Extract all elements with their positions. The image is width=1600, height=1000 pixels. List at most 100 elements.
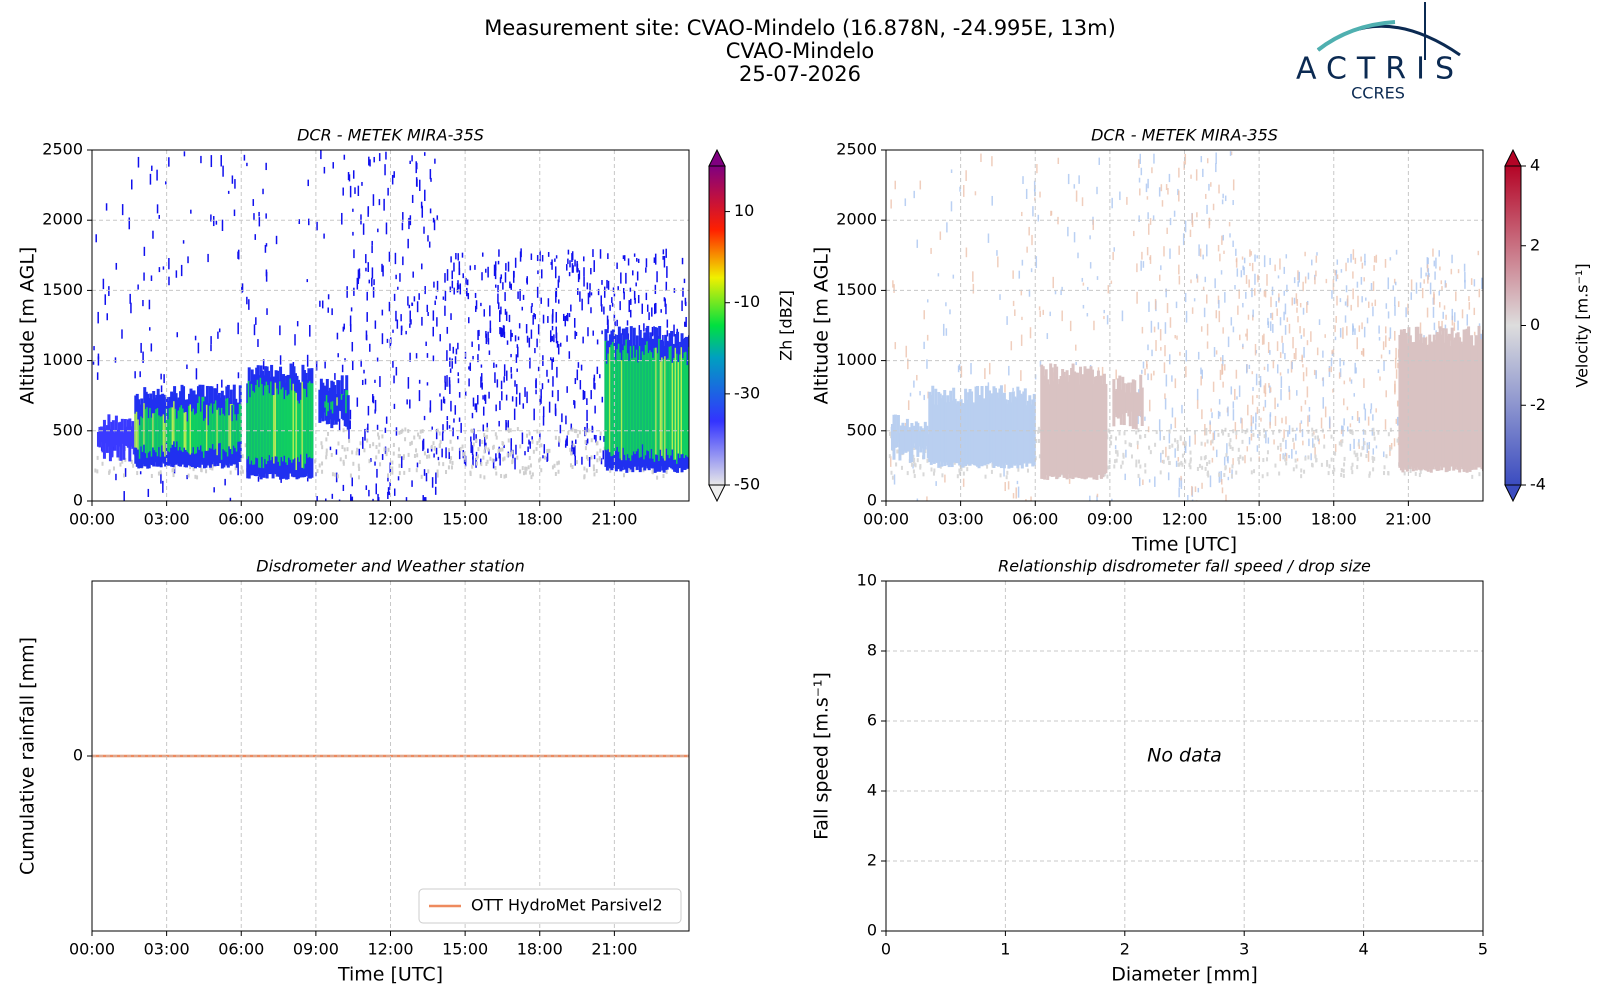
echo-pixel	[1407, 303, 1409, 315]
echo-pixel	[1180, 477, 1183, 490]
echo-pixel	[1220, 270, 1223, 275]
clutter-pixel	[1138, 459, 1141, 464]
echo-pixel	[1366, 317, 1369, 324]
clutter-pixel	[337, 441, 340, 446]
clutter-pixel	[398, 463, 401, 468]
echo-pixel	[368, 489, 370, 497]
echo-pixel	[573, 399, 575, 405]
clutter-pixel	[519, 444, 522, 449]
echo-pixel	[513, 408, 516, 420]
echo-pixel	[1264, 399, 1267, 408]
echo-pixel	[1352, 249, 1355, 260]
echo-pixel	[348, 429, 350, 440]
panel-title: Disdrometer and Weather station	[256, 557, 524, 576]
axes-frame	[91, 580, 690, 932]
echo-pixel	[580, 364, 583, 371]
echo-pixel	[435, 428, 438, 440]
echo-pixel	[319, 300, 321, 307]
clutter-pixel	[1017, 467, 1020, 472]
echo-pixel	[402, 212, 404, 222]
echo-pixel	[381, 454, 384, 460]
clutter-pixel	[1113, 464, 1116, 469]
echo-pixel	[611, 297, 613, 303]
echo-pixel	[1153, 153, 1155, 164]
clutter-pixel	[194, 474, 197, 479]
echo-pixel	[1219, 369, 1222, 381]
clutter-pixel	[1419, 469, 1422, 474]
echo-pixel	[524, 451, 526, 456]
echo-pixel	[505, 311, 508, 321]
clutter-pixel	[587, 428, 590, 433]
echo-pixel	[502, 282, 504, 290]
echo-pixel	[1346, 406, 1349, 411]
echo-pixel	[1126, 196, 1128, 205]
clutter-pixel	[423, 451, 426, 456]
echo-pixel	[323, 166, 326, 174]
echo-pixel	[1385, 390, 1387, 398]
echo-pixel	[629, 309, 632, 318]
clutter-pixel	[1188, 462, 1191, 467]
echo-pixel	[1036, 164, 1038, 174]
clutter-pixel	[578, 430, 581, 435]
echo-pixel	[1125, 449, 1127, 458]
echo-pixel	[576, 369, 579, 381]
echo-pixel	[960, 365, 963, 378]
echo-pixel	[593, 377, 595, 389]
echo-pixel	[1365, 297, 1367, 301]
echo-pixel	[246, 162, 248, 167]
echo-pixel	[1245, 291, 1247, 299]
echo-pixel	[489, 320, 492, 332]
echo-pixel	[1334, 325, 1336, 333]
clutter-pixel	[1414, 471, 1417, 476]
echo-pixel	[468, 378, 470, 387]
echo-pixel	[108, 286, 110, 297]
echo-pixel	[1179, 351, 1181, 356]
echo-pixel	[926, 496, 928, 501]
clutter-pixel	[1155, 430, 1158, 435]
echo-pixel	[175, 270, 178, 278]
clutter-pixel	[463, 455, 466, 460]
clutter-pixel	[349, 473, 352, 478]
clutter-pixel	[117, 456, 120, 461]
echo-pixel	[542, 415, 545, 426]
echo-pixel	[400, 325, 403, 336]
echo-pixel	[466, 279, 469, 286]
echo-pixel	[1252, 387, 1254, 391]
clutter-pixel	[1333, 467, 1336, 472]
echo-pixel	[377, 497, 380, 501]
echo-pixel	[557, 344, 560, 355]
echo-pixel	[1254, 288, 1256, 296]
clutter-pixel	[1006, 470, 1009, 475]
echo-pixel	[494, 261, 497, 271]
echo-pixel	[645, 327, 647, 332]
echo-pixel	[1240, 270, 1243, 278]
echo-pixel	[527, 446, 529, 452]
echo-pixel	[515, 354, 518, 363]
clutter-pixel	[1206, 439, 1209, 444]
echo-pixel	[374, 379, 376, 383]
echo-pixel	[443, 398, 446, 404]
echo-pixel	[546, 369, 548, 377]
clutter-pixel	[398, 454, 401, 459]
echo-pixel	[395, 427, 398, 436]
echo-pixel	[1015, 487, 1017, 499]
echo-pixel	[400, 314, 402, 322]
echo-pixel	[160, 373, 162, 380]
echo-pixel	[349, 324, 352, 332]
echo-pixel	[374, 399, 377, 412]
echo-pixel	[1355, 367, 1357, 374]
echo-pixel	[1254, 254, 1256, 262]
clutter-pixel	[540, 443, 543, 448]
clutter-pixel	[124, 457, 127, 462]
echo-pixel	[1410, 279, 1413, 291]
echo-pixel	[1035, 256, 1038, 268]
echo-pixel	[392, 329, 394, 333]
clutter-pixel	[136, 471, 139, 476]
echo-pixel	[1269, 421, 1271, 429]
echo-pixel	[216, 383, 219, 393]
echo-pixel	[1196, 388, 1199, 401]
echo-pixel	[1141, 326, 1144, 334]
echo-pixel	[551, 259, 553, 270]
clutter-pixel	[1277, 445, 1280, 450]
echo-pixel	[158, 214, 161, 219]
